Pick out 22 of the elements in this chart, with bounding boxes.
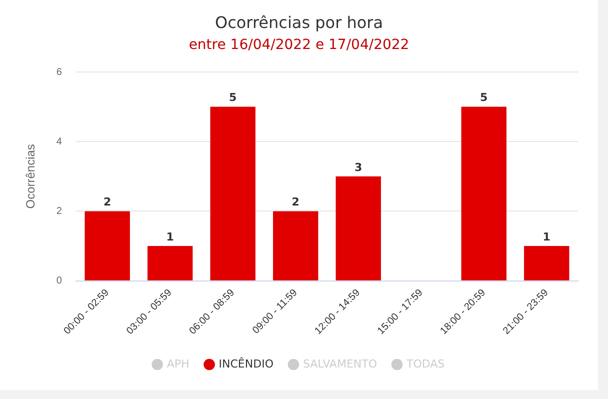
bar — [336, 176, 381, 280]
data-label: 1 — [166, 230, 174, 244]
y-tick-label: 2 — [56, 206, 62, 217]
chart-subtitle: entre 16/04/2022 e 17/04/2022 — [188, 37, 410, 54]
bar — [461, 106, 506, 280]
data-label: 1 — [542, 230, 550, 244]
y-axis-title: Ocorrências — [24, 144, 38, 209]
y-tick-label: 0 — [56, 276, 62, 287]
bar — [84, 211, 130, 280]
data-label: 5 — [480, 91, 488, 104]
y-tick-label: 6 — [56, 66, 62, 78]
data-label: 5 — [229, 91, 237, 104]
bar — [148, 246, 193, 280]
data-label: 2 — [104, 196, 112, 209]
data-label: 3 — [354, 160, 362, 174]
chart-title: Ocorrências por hora — [214, 12, 384, 32]
y-tick-label: 4 — [56, 136, 62, 148]
legend-label: INCÊNDIO — [218, 356, 274, 370]
data-label: 2 — [292, 196, 300, 209]
bar — [273, 211, 318, 280]
bar — [524, 246, 570, 280]
bar — [210, 106, 256, 280]
